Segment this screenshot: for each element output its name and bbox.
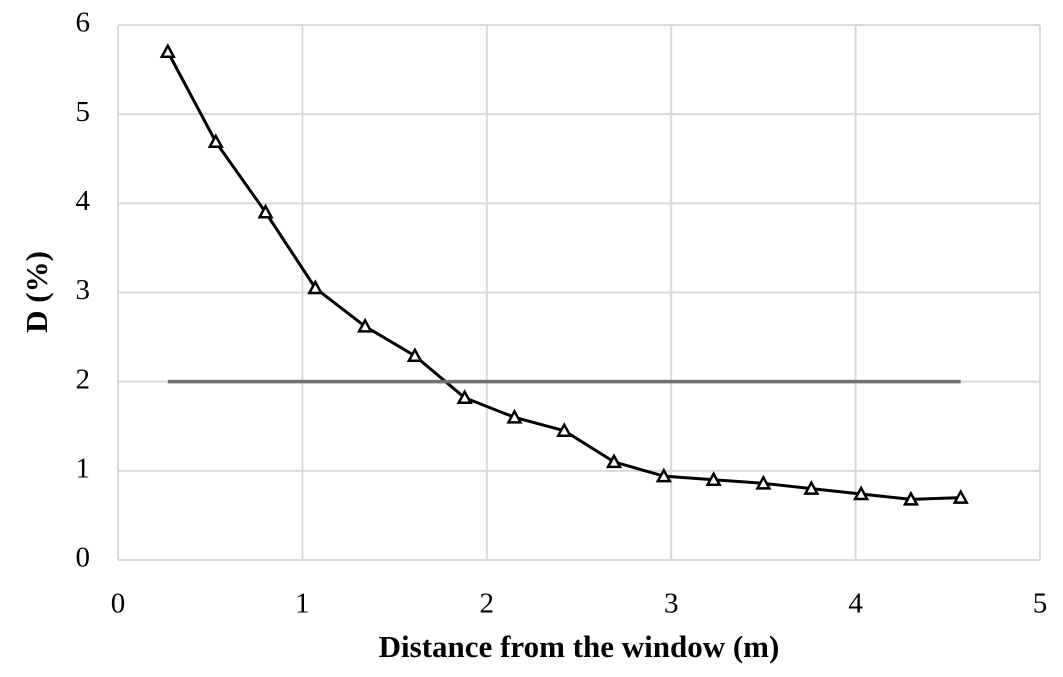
marker [406,347,423,363]
marker [755,474,772,490]
marker [605,453,623,469]
marker [655,467,672,483]
marker [456,389,473,404]
y-tick-label: 5 [76,96,91,128]
marker [506,408,523,424]
y-tick-label: 6 [76,7,91,39]
marker [556,422,573,437]
marker [159,43,176,58]
marker [207,133,224,149]
y-axis-title: D (%) [19,251,54,333]
y-tick-label: 4 [76,185,91,217]
x-tick-label: 3 [664,588,679,620]
x-tick-label: 0 [111,588,126,620]
x-tick-label: 2 [480,588,495,620]
marker [705,471,722,486]
x-tick-label: 1 [295,588,310,620]
marker [853,485,870,501]
marker [952,488,969,504]
marker [307,279,324,295]
y-tick-label: 2 [76,363,91,395]
marker [902,490,920,506]
marker [803,480,820,495]
x-tick-label: 4 [848,588,863,620]
x-axis-title: Distance from the window (m) [379,629,780,664]
x-tick-label: 5 [1033,588,1048,620]
y-tick-label: 0 [76,542,91,574]
marker [257,203,274,219]
y-tick-label: 3 [76,274,91,306]
y-tick-label: 1 [76,452,91,484]
marker [356,317,374,333]
